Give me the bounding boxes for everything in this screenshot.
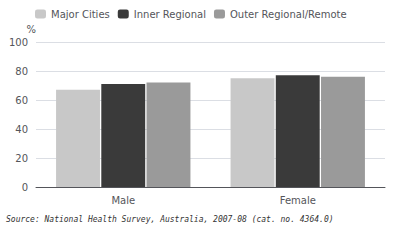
svg-text:Major Cities: Major Cities xyxy=(51,9,110,20)
svg-text:Outer Regional/Remote: Outer Regional/Remote xyxy=(230,9,347,20)
svg-text:0: 0 xyxy=(22,182,28,193)
svg-text:20: 20 xyxy=(15,153,28,164)
svg-text:60: 60 xyxy=(15,95,28,106)
svg-text:Male: Male xyxy=(111,195,135,206)
svg-text:100: 100 xyxy=(9,37,28,48)
svg-text:80: 80 xyxy=(15,66,28,77)
svg-text:Source: National Health Survey: Source: National Health Survey, Australi… xyxy=(6,215,334,224)
svg-text:Inner Regional: Inner Regional xyxy=(134,9,206,20)
svg-text:40: 40 xyxy=(15,124,28,135)
svg-text:Female: Female xyxy=(280,195,316,206)
svg-text:%: % xyxy=(26,24,36,35)
